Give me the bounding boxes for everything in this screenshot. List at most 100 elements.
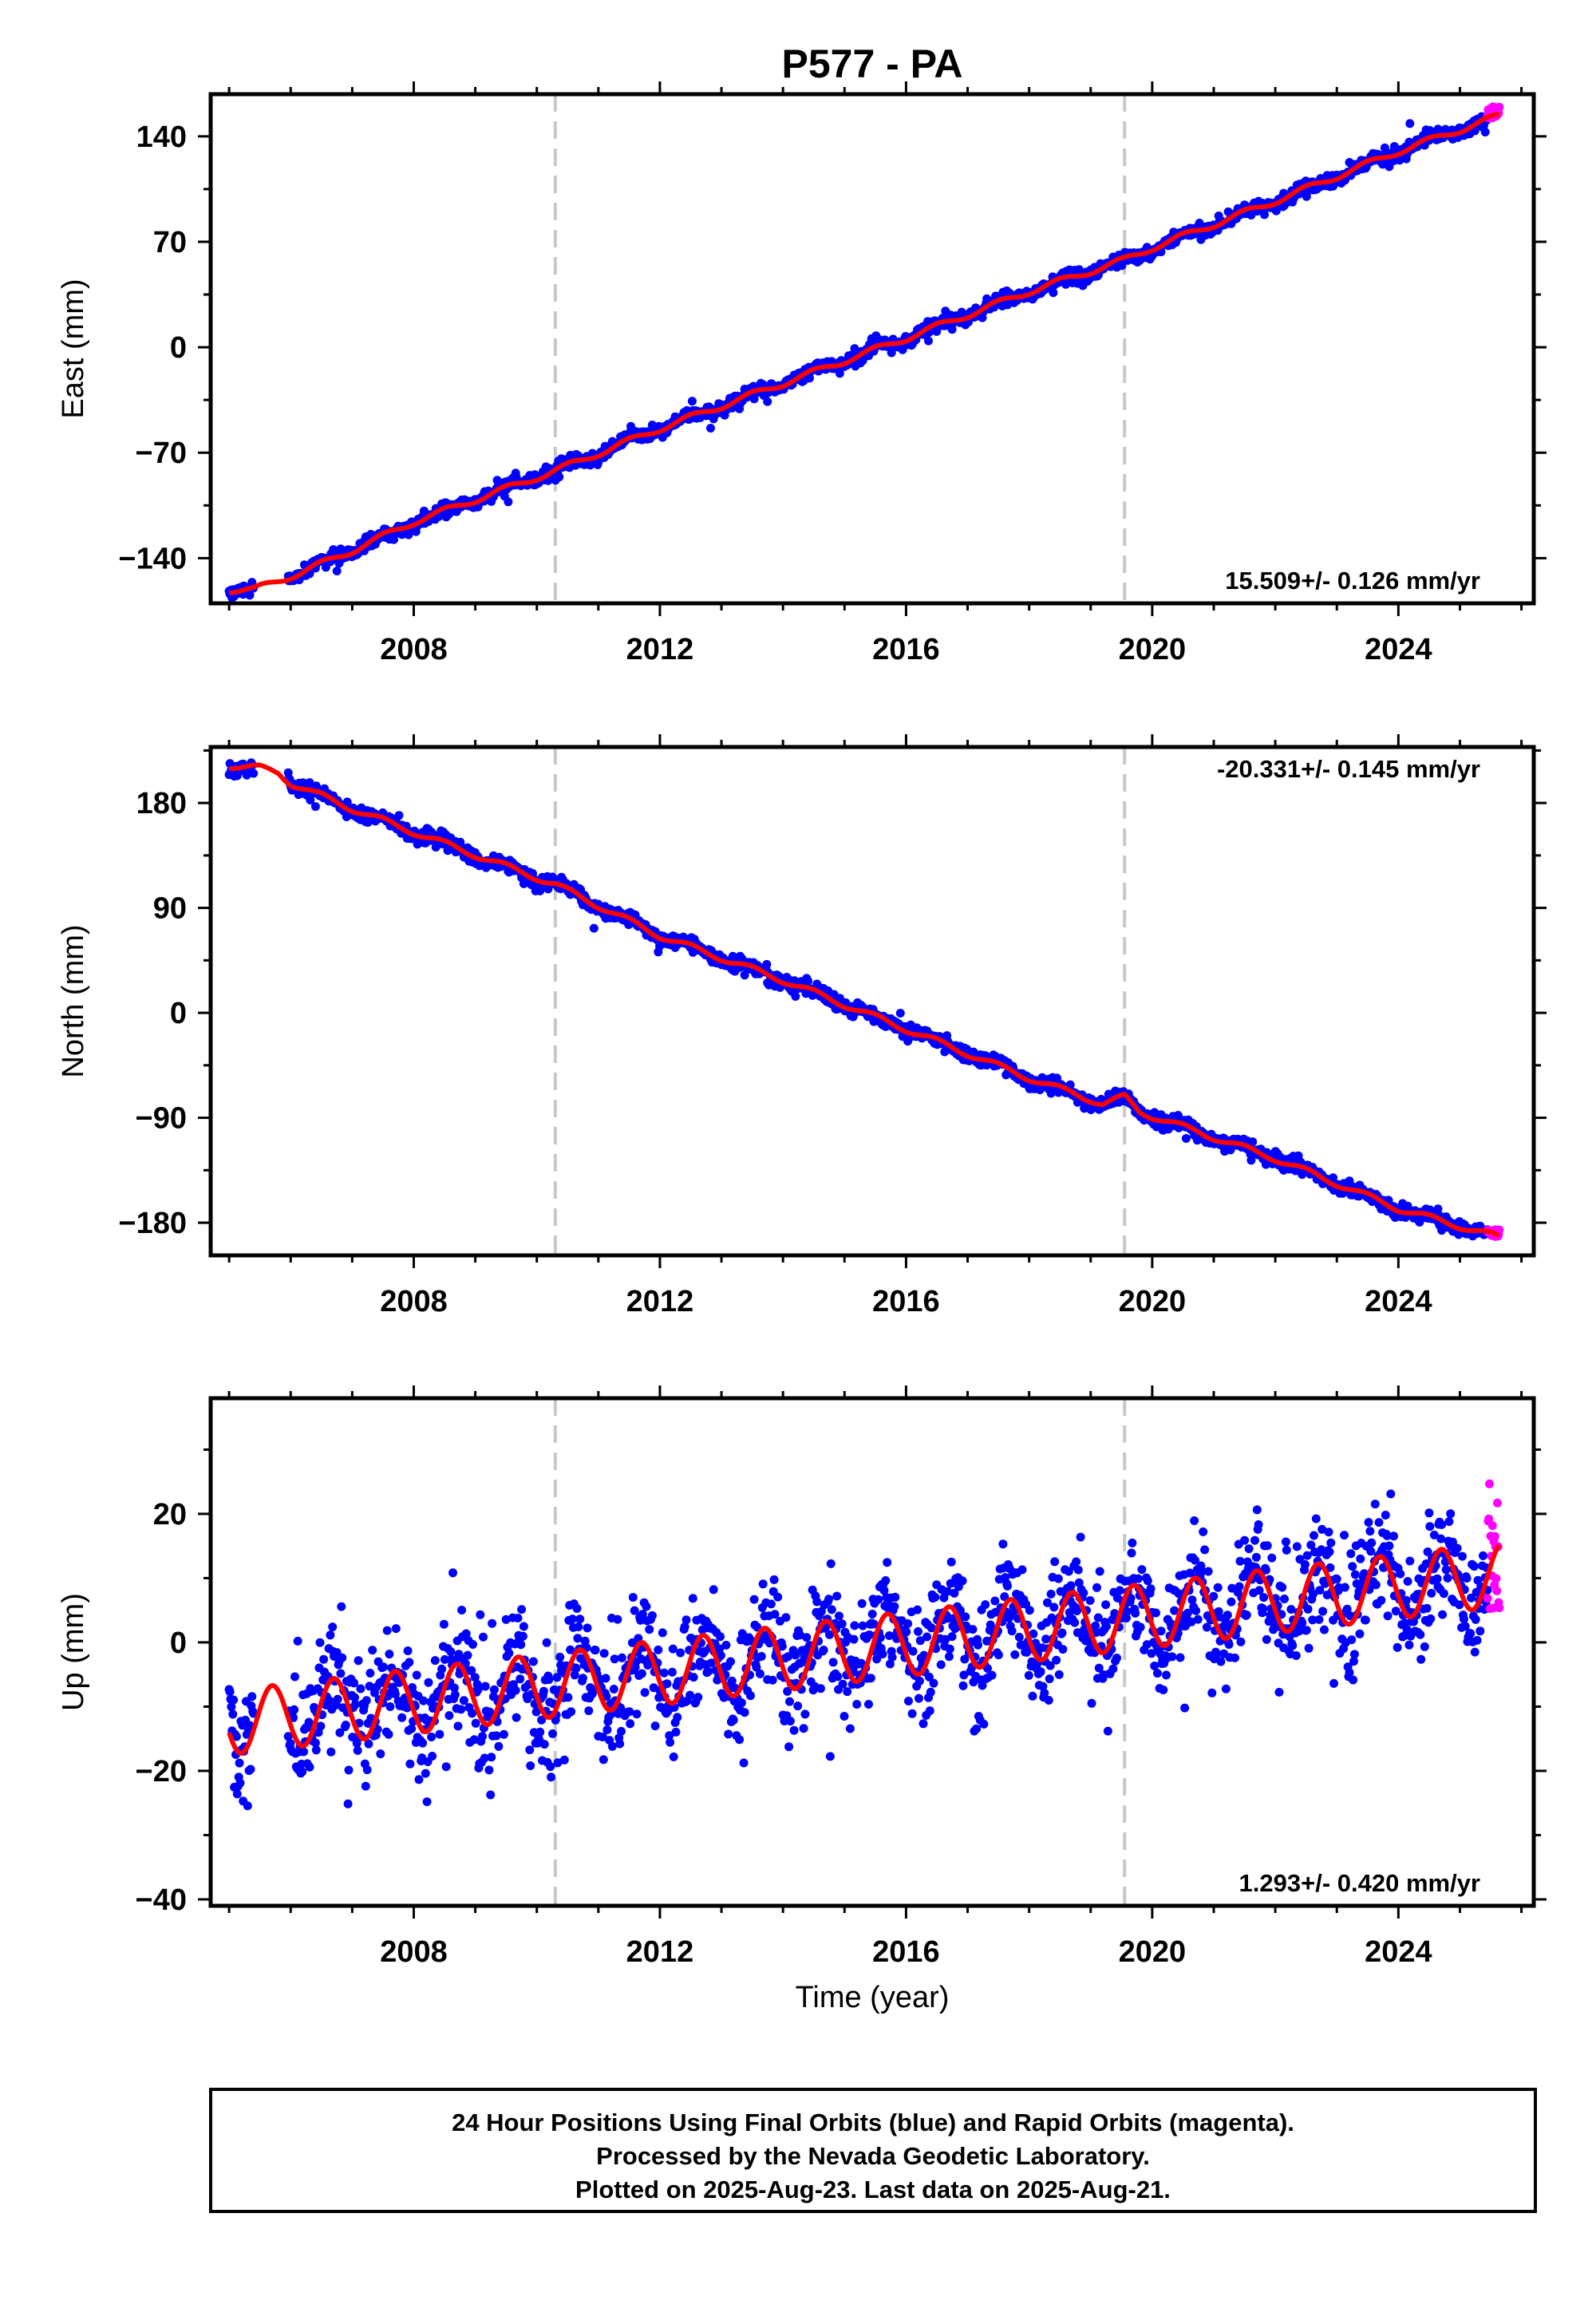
up-final-orbit-point xyxy=(232,1789,242,1799)
up-final-orbit-point xyxy=(1292,1542,1302,1551)
up-final-orbit-point xyxy=(516,1674,525,1684)
up-final-orbit-point xyxy=(784,1742,794,1752)
up-final-orbit-point xyxy=(1227,1597,1236,1607)
up-final-orbit-point xyxy=(650,1721,660,1731)
up-final-orbit-point xyxy=(671,1727,681,1737)
up-final-orbit-point xyxy=(947,1632,957,1642)
up-final-orbit-point xyxy=(1152,1608,1160,1618)
up-final-orbit-point xyxy=(625,1707,634,1717)
up-final-orbit-point xyxy=(866,1674,875,1683)
up-final-orbit-point xyxy=(766,1599,776,1609)
up-final-orbit-point xyxy=(740,1708,749,1717)
up-final-orbit-point xyxy=(1304,1643,1314,1653)
up-final-orbit-point xyxy=(384,1729,393,1739)
up-final-orbit-point xyxy=(902,1627,911,1637)
up-final-orbit-point xyxy=(229,1695,239,1705)
up-final-orbit-point xyxy=(444,1711,454,1721)
up-final-orbit-point xyxy=(1017,1565,1027,1575)
up-final-orbit-point xyxy=(601,1674,610,1683)
north-final-orbit-point xyxy=(762,959,772,969)
up-final-orbit-point xyxy=(333,1694,342,1704)
up-final-orbit-point xyxy=(1146,1584,1156,1594)
up-final-orbit-point xyxy=(1280,1595,1289,1603)
up-final-orbit-point xyxy=(1329,1678,1338,1688)
up-final-orbit-point xyxy=(852,1700,862,1709)
up-final-orbit-point xyxy=(1235,1556,1245,1566)
up-final-orbit-point xyxy=(1310,1531,1318,1540)
up-final-orbit-point xyxy=(1221,1684,1231,1694)
up-final-orbit-point xyxy=(979,1719,989,1729)
north-y-tick-label: −90 xyxy=(136,1102,187,1136)
up-final-orbit-point xyxy=(356,1684,365,1694)
up-final-orbit-point xyxy=(968,1625,978,1634)
up-final-orbit-point xyxy=(1053,1574,1063,1583)
up-final-orbit-point xyxy=(512,1713,521,1722)
up-final-orbit-point xyxy=(1251,1552,1261,1562)
up-final-orbit-point xyxy=(544,1675,554,1685)
up-final-orbit-point xyxy=(1207,1688,1217,1697)
up-final-orbit-point xyxy=(1115,1586,1124,1595)
up-final-orbit-point xyxy=(972,1724,982,1733)
north-y-axis-label: North (mm) xyxy=(57,924,90,1077)
up-final-orbit-point xyxy=(567,1707,576,1717)
up-final-orbit-point xyxy=(800,1709,810,1719)
up-final-orbit-point xyxy=(825,1752,835,1761)
up-final-orbit-point xyxy=(1103,1726,1112,1736)
up-final-orbit-point xyxy=(944,1652,954,1662)
up-final-orbit-point xyxy=(850,1621,859,1630)
up-final-orbit-point xyxy=(689,1673,698,1682)
up-final-orbit-point xyxy=(883,1558,892,1567)
up-final-orbit-point xyxy=(918,1719,928,1729)
up-final-orbit-point xyxy=(907,1709,917,1718)
up-final-orbit-point xyxy=(421,1769,430,1778)
east-rapid-orbit-point xyxy=(1495,102,1504,112)
up-final-orbit-point xyxy=(1070,1618,1080,1627)
north-y-tick-label: −180 xyxy=(118,1207,187,1240)
up-final-orbit-point xyxy=(478,1732,487,1741)
up-final-orbit-point xyxy=(574,1622,583,1631)
up-final-orbit-point xyxy=(945,1644,954,1654)
up-final-orbit-point xyxy=(617,1726,626,1736)
up-final-orbit-point xyxy=(1102,1622,1111,1631)
east-x-tick-label: 2024 xyxy=(1365,633,1432,666)
up-final-orbit-point xyxy=(1288,1641,1298,1650)
east-final-orbit-point xyxy=(1302,192,1311,201)
up-final-orbit-point xyxy=(343,1799,353,1808)
north-final-orbit-point xyxy=(740,970,749,980)
up-final-orbit-point xyxy=(391,1624,401,1634)
up-final-orbit-point xyxy=(290,1705,299,1714)
east-final-orbit-point xyxy=(687,397,697,406)
up-final-orbit-point xyxy=(735,1735,745,1745)
up-final-orbit-point xyxy=(785,1697,794,1706)
up-final-orbit-point xyxy=(516,1640,526,1650)
east-y-tick-label: 0 xyxy=(170,331,187,365)
north-x-tick-label: 2016 xyxy=(872,1285,940,1318)
up-final-orbit-point xyxy=(235,1778,245,1788)
up-final-orbit-point xyxy=(828,1658,838,1667)
up-final-orbit-point xyxy=(344,1765,354,1775)
up-final-orbit-point xyxy=(858,1621,867,1630)
up-final-orbit-point xyxy=(626,1719,635,1729)
east-rate-annotation: 15.509+/- 0.126 mm/yr xyxy=(1225,567,1480,595)
up-final-orbit-point xyxy=(1274,1687,1284,1697)
up-final-orbit-point xyxy=(816,1684,825,1694)
up-final-orbit-point xyxy=(299,1747,309,1757)
up-final-orbit-point xyxy=(737,1698,746,1708)
up-final-orbit-point xyxy=(1127,1548,1136,1558)
east-final-orbit-point xyxy=(887,348,896,358)
up-final-orbit-point xyxy=(1044,1696,1053,1705)
up-final-orbit-point xyxy=(1180,1703,1190,1713)
up-final-orbit-point xyxy=(903,1619,913,1628)
up-final-orbit-point xyxy=(758,1579,768,1589)
up-final-orbit-point xyxy=(602,1725,612,1734)
up-final-orbit-point xyxy=(669,1752,678,1761)
east-y-tick-label: −140 xyxy=(118,542,187,575)
up-final-orbit-point xyxy=(456,1705,466,1714)
up-final-orbit-point xyxy=(1262,1541,1272,1551)
up-final-orbit-point xyxy=(1073,1607,1081,1615)
up-final-orbit-point xyxy=(427,1733,437,1741)
up-final-orbit-point xyxy=(1258,1604,1268,1614)
up-final-orbit-point xyxy=(316,1721,326,1731)
up-final-orbit-point xyxy=(494,1741,504,1751)
